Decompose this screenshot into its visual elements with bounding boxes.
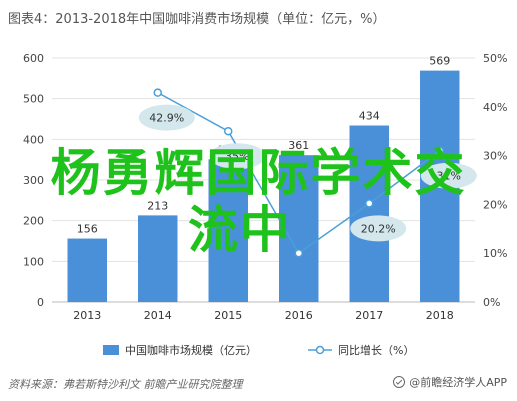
growth-point [294, 248, 303, 258]
bar [349, 125, 389, 302]
x-axis-tick-label: 2015 [214, 309, 242, 322]
legend-line-label: 同比增长（%） [338, 343, 414, 357]
bar [138, 215, 178, 302]
right-axis-tick-label: 20% [483, 198, 507, 211]
left-axis-tick-label: 400 [23, 133, 44, 146]
bar-data-label: 156 [77, 223, 98, 236]
left-axis-tick-label: 200 [23, 215, 44, 228]
left-axis-tick-label: 500 [23, 93, 44, 106]
x-axis-tick-label: 2014 [144, 309, 172, 322]
x-axis-tick-label: 2018 [426, 309, 454, 322]
growth-data-label: 31% [437, 170, 461, 183]
bar [67, 238, 107, 302]
right-axis-tick-label: 30% [483, 150, 507, 163]
bar-data-label: 213 [147, 199, 168, 212]
growth-label-bubble [350, 215, 407, 242]
legend-bar-label: 中国咖啡市场规模（亿元） [125, 343, 257, 357]
growth-point [153, 88, 162, 97]
x-axis-tick-label: 2013 [73, 309, 101, 322]
growth-label-bubble [209, 143, 266, 170]
growth-label-bubble [420, 162, 477, 189]
footer-source: 资料来源：弗若斯特沙利文 前瞻产业研究院整理 [8, 378, 243, 391]
bar-data-label: 361 [288, 139, 309, 152]
bar [208, 159, 248, 302]
legend-line-marker [315, 345, 325, 355]
right-axis-tick-label: 0% [483, 296, 500, 309]
footer-brand-label: @前瞻经济学人APP [409, 376, 507, 389]
bar-data-label: 434 [359, 110, 380, 123]
check-circle-icon [393, 376, 406, 388]
growth-data-label: 35% [225, 150, 249, 163]
growth-point [224, 126, 233, 136]
x-axis-tick-label: 2017 [355, 309, 383, 322]
left-axis-tick-label: 100 [23, 255, 44, 268]
chart-title: 图表4：2013-2018年中国咖啡消费市场规模（单位：亿元，%） [8, 12, 386, 27]
bar-data-label: 569 [429, 55, 450, 68]
bar [279, 155, 319, 302]
right-axis-tick-label: 10% [483, 247, 507, 260]
growth-point [435, 146, 444, 155]
x-axis-tick-label: 2016 [285, 309, 313, 322]
growth-label-bubble [138, 104, 195, 131]
legend-bar-swatch [103, 345, 119, 355]
growth-data-label: 20.2% [361, 222, 396, 235]
growth-data-label: 42.9% [149, 112, 184, 125]
left-axis-tick-label: 300 [23, 174, 44, 187]
left-axis-tick-label: 600 [23, 52, 44, 65]
footer-brand: @前瞻经济学人APP [393, 374, 507, 390]
right-axis-tick-label: 40% [483, 101, 507, 114]
right-axis-tick-label: 50% [483, 52, 507, 65]
left-axis-tick-label: 0 [37, 296, 44, 309]
growth-point [365, 199, 374, 208]
